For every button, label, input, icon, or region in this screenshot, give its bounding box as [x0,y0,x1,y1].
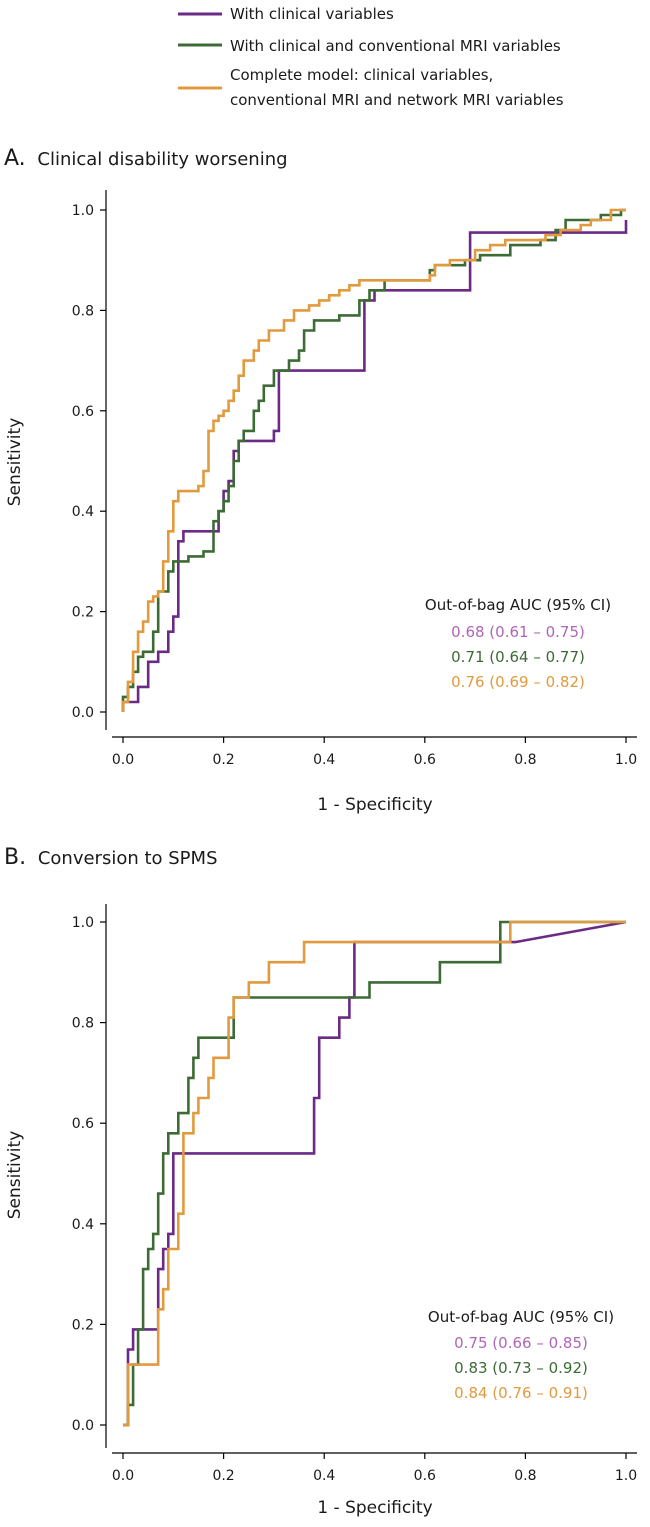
x-tick-label: 0.4 [313,1468,335,1484]
y-tick-label: 0.0 [72,705,94,721]
y-tick-label: 0.6 [72,404,94,420]
panel-b-ylabel: Sensitivity [5,1131,25,1220]
panel-a-curves [121,208,628,712]
panel-b: B. Conversion to SPMS 0.0 0.2 0.4 0.6 0.8 1.0… [4,845,637,1518]
y-tick-label: 0.0 [72,1418,94,1434]
panel-b-auc-clinical: 0.75 (0.66 – 0.85) [454,1334,588,1352]
x-tick-label: 1.0 [615,1468,637,1484]
panel-a-title-text: Clinical disability worsening [37,149,287,170]
panel-b-title: B. Conversion to SPMS [4,845,218,870]
legend: With clinical variables With clinical an… [178,5,564,109]
roc-curve-clinical-mri [123,920,626,1427]
y-tick-label: 0.2 [72,605,94,621]
x-tick-label: 0.4 [313,752,335,768]
x-tick-label: 0.2 [212,1468,234,1484]
panel-a-ticks: 0.0 0.2 0.4 0.6 0.8 1.0 0.0 0.2 0.4 0.6 0.8 1.0 [72,203,637,768]
x-tick-label: 0.6 [414,752,436,768]
panel-b-auc-clinical-mri: 0.83 (0.73 – 0.92) [454,1359,588,1377]
legend-label-complete-line1: Complete model: clinical variables, [230,66,493,84]
panel-b-title-text: Conversion to SPMS [38,848,218,869]
y-tick-label: 0.8 [72,303,94,319]
panel-a: A. Clinical disability worsening 0.00.20… [4,146,637,815]
panel-a-title: A. Clinical disability worsening [4,146,288,171]
y-tick-label: 0.4 [72,504,94,520]
x-tick-label: 1.0 [615,752,637,768]
y-tick-label: 1.0 [72,915,94,931]
y-tick-label: 1.0 [72,203,94,219]
roc-curve-complete [123,920,626,1427]
legend-label-clinical-mri: With clinical and conventional MRI varia… [230,37,561,55]
legend-label-complete-line2: conventional MRI and network MRI variabl… [230,91,564,109]
x-tick-label: 0.0 [112,752,134,768]
x-tick-label: 0.2 [212,752,234,768]
y-tick-label: 0.4 [72,1217,94,1233]
panel-a-auc-clinical-mri: 0.71 (0.64 – 0.77) [451,648,585,666]
panel-a-auc-box: Out-of-bag AUC (95% CI) 0.68 (0.61 – 0.7… [425,596,611,691]
panel-a-auc-title: Out-of-bag AUC (95% CI) [425,596,611,614]
panel-b-auc-complete: 0.84 (0.76 – 0.91) [454,1384,588,1402]
panel-b-auc-title: Out-of-bag AUC (95% CI) [428,1308,614,1326]
y-tick-label: 0.8 [72,1016,94,1032]
roc-curve-complete [121,208,626,712]
panel-a-xlabel: 1 - Specificity [317,795,432,815]
panel-b-ticks: 0.0 0.2 0.4 0.6 0.8 1.0 0.0 0.2 0.4 0.6 0.8 1.0 [72,915,637,1484]
x-tick-label: 0.0 [112,1468,134,1484]
panel-a-ylabel: Sensitivity [5,418,25,507]
y-tick-label: 0.6 [72,1116,94,1132]
panel-b-auc-box: Out-of-bag AUC (95% CI) 0.75 (0.66 – 0.8… [428,1308,614,1402]
x-tick-label: 0.8 [514,1468,536,1484]
panel-b-letter: B. [4,845,26,870]
panel-a-auc-clinical: 0.68 (0.61 – 0.75) [451,623,585,641]
legend-label-clinical: With clinical variables [230,5,394,23]
x-tick-label: 0.8 [514,752,536,768]
x-tick-label: 0.6 [414,1468,436,1484]
panel-b-curves [123,920,627,1427]
panel-a-auc-complete: 0.76 (0.69 – 0.82) [451,673,585,691]
y-tick-label: 0.2 [72,1317,94,1333]
panel-a-letter: A. [4,146,26,171]
panel-b-xlabel: 1 - Specificity [317,1498,432,1518]
